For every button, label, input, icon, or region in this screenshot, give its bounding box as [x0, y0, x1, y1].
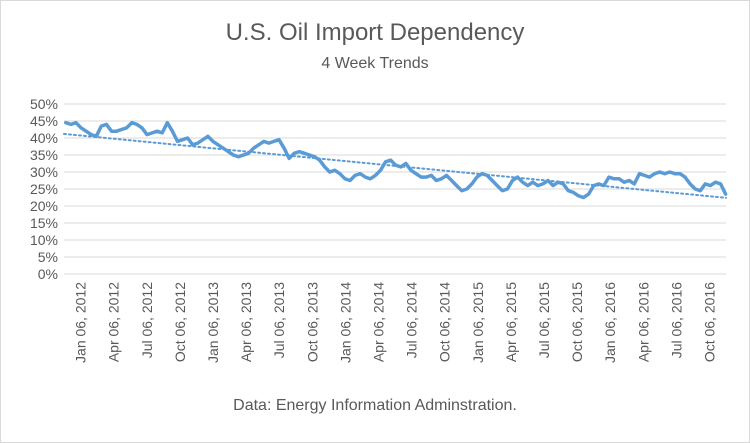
x-tick-label: Jan 06, 2013	[205, 282, 221, 363]
y-tick-label: 30%	[30, 164, 58, 180]
x-tick-label: Apr 06, 2014	[370, 282, 386, 362]
y-tick-label: 25%	[30, 181, 58, 197]
y-tick-label: 20%	[30, 198, 58, 214]
y-tick-label: 45%	[30, 113, 58, 129]
x-tick-label: Jan 06, 2015	[470, 282, 486, 363]
x-tick-label: Apr 06, 2016	[635, 282, 651, 362]
x-tick-label: Apr 06, 2012	[106, 282, 122, 362]
x-tick-label: Jan 06, 2016	[602, 282, 618, 363]
source-note: Data: Energy Information Adminstration.	[233, 397, 517, 414]
x-tick-label: Jul 06, 2014	[404, 282, 420, 358]
y-tick-label: 0%	[38, 266, 58, 282]
gridlines	[64, 103, 726, 258]
series-line	[64, 120, 728, 200]
x-tick-label: Oct 06, 2016	[701, 282, 717, 362]
x-tick-label: Apr 06, 2013	[238, 282, 254, 362]
y-tick-label: 5%	[38, 249, 58, 265]
chart-subtitle: 4 Week Trends	[321, 55, 429, 72]
x-tick-label: Oct 06, 2013	[304, 282, 320, 362]
x-tick-label: Jan 06, 2014	[337, 282, 353, 363]
x-tick-label: Jul 06, 2015	[536, 282, 552, 358]
x-tick-label: Oct 06, 2012	[172, 282, 188, 362]
x-tick-label: Jul 06, 2016	[668, 282, 684, 358]
x-tick-label: Oct 06, 2015	[569, 282, 585, 362]
y-tick-label: 40%	[30, 130, 58, 146]
x-tick-label: Jul 06, 2013	[271, 282, 287, 358]
x-tick-label: Jul 06, 2012	[139, 282, 155, 358]
x-tick-label: Jan 06, 2012	[73, 282, 89, 363]
y-tick-label: 10%	[30, 232, 58, 248]
y-tick-label: 35%	[30, 147, 58, 163]
y-axis-labels: 0%5%10%15%20%25%30%35%40%45%50%	[30, 96, 58, 282]
y-tick-label: 15%	[30, 215, 58, 231]
y-tick-label: 50%	[30, 96, 58, 112]
x-tick-label: Oct 06, 2014	[437, 282, 453, 362]
x-axis-labels: Jan 06, 2012 Apr 06, 2012 Jul 06, 2012 Oct …	[73, 282, 718, 363]
x-tick-label: Apr 06, 2015	[503, 282, 519, 362]
chart-title: U.S. Oil Import Dependency	[225, 19, 525, 46]
